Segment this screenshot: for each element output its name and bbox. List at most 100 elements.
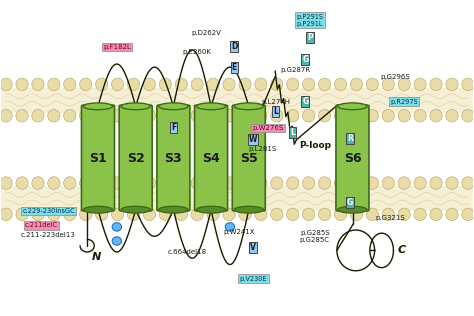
Text: P: P: [307, 33, 313, 42]
Ellipse shape: [16, 177, 28, 189]
FancyBboxPatch shape: [336, 105, 369, 211]
Ellipse shape: [239, 177, 251, 189]
Text: S1: S1: [89, 151, 107, 165]
Text: p.G285S
p.G285C: p.G285S p.G285C: [300, 230, 330, 243]
Ellipse shape: [271, 177, 283, 189]
Ellipse shape: [80, 78, 92, 91]
Ellipse shape: [128, 177, 140, 189]
Ellipse shape: [430, 78, 442, 91]
Ellipse shape: [414, 208, 426, 221]
Ellipse shape: [223, 208, 235, 221]
FancyBboxPatch shape: [82, 105, 115, 211]
Ellipse shape: [0, 177, 12, 189]
Text: p.F182L: p.F182L: [103, 44, 131, 50]
Ellipse shape: [16, 109, 28, 122]
FancyBboxPatch shape: [119, 105, 152, 211]
Ellipse shape: [414, 109, 426, 122]
Ellipse shape: [223, 177, 235, 189]
Ellipse shape: [319, 177, 331, 189]
Ellipse shape: [430, 208, 442, 221]
Ellipse shape: [350, 78, 363, 91]
Text: G: G: [302, 97, 309, 106]
Ellipse shape: [302, 78, 315, 91]
Text: R: R: [347, 134, 353, 143]
Ellipse shape: [207, 109, 219, 122]
FancyBboxPatch shape: [232, 105, 265, 211]
FancyBboxPatch shape: [157, 105, 190, 211]
Ellipse shape: [83, 206, 113, 213]
Ellipse shape: [143, 109, 155, 122]
Ellipse shape: [446, 177, 458, 189]
Ellipse shape: [462, 177, 474, 189]
Ellipse shape: [111, 109, 124, 122]
Ellipse shape: [0, 109, 12, 122]
Ellipse shape: [430, 109, 442, 122]
Ellipse shape: [143, 78, 155, 91]
Ellipse shape: [143, 208, 155, 221]
Ellipse shape: [430, 177, 442, 189]
Text: L: L: [290, 128, 295, 137]
Text: P-loop: P-loop: [299, 141, 331, 150]
Ellipse shape: [83, 103, 113, 110]
Text: E: E: [231, 63, 237, 72]
Ellipse shape: [159, 109, 172, 122]
Ellipse shape: [121, 206, 150, 213]
Ellipse shape: [414, 177, 426, 189]
Ellipse shape: [366, 177, 378, 189]
Ellipse shape: [350, 208, 363, 221]
Text: p.G296S: p.G296S: [380, 74, 410, 80]
Ellipse shape: [239, 78, 251, 91]
Ellipse shape: [334, 78, 346, 91]
Ellipse shape: [80, 208, 92, 221]
Ellipse shape: [366, 109, 378, 122]
Text: D: D: [231, 42, 237, 51]
Text: S5: S5: [240, 151, 258, 165]
Ellipse shape: [302, 109, 315, 122]
Ellipse shape: [112, 223, 121, 231]
Text: p.W276S: p.W276S: [252, 125, 283, 131]
Ellipse shape: [64, 109, 76, 122]
Text: G: G: [302, 55, 309, 64]
Ellipse shape: [175, 109, 187, 122]
Ellipse shape: [398, 177, 410, 189]
Text: p.P291S
p.P291L: p.P291S p.P291L: [297, 14, 324, 27]
Ellipse shape: [128, 109, 140, 122]
Ellipse shape: [159, 206, 188, 213]
Ellipse shape: [111, 208, 124, 221]
Ellipse shape: [398, 208, 410, 221]
Ellipse shape: [255, 177, 267, 189]
Text: p.V230E: p.V230E: [240, 276, 267, 282]
Ellipse shape: [48, 109, 60, 122]
Ellipse shape: [338, 103, 367, 110]
Text: N: N: [92, 252, 101, 262]
Ellipse shape: [175, 177, 187, 189]
FancyBboxPatch shape: [195, 105, 228, 211]
Ellipse shape: [143, 177, 155, 189]
Ellipse shape: [271, 208, 283, 221]
Text: L: L: [273, 107, 278, 116]
Ellipse shape: [302, 208, 315, 221]
Ellipse shape: [159, 103, 188, 110]
Text: S6: S6: [344, 151, 361, 165]
Text: p.W241X: p.W241X: [224, 228, 255, 234]
Text: c.211-223del13: c.211-223del13: [21, 232, 76, 238]
Ellipse shape: [319, 109, 331, 122]
Ellipse shape: [48, 208, 60, 221]
Text: S4: S4: [202, 151, 220, 165]
Ellipse shape: [446, 109, 458, 122]
Ellipse shape: [287, 177, 299, 189]
Ellipse shape: [175, 208, 187, 221]
Ellipse shape: [239, 109, 251, 122]
Ellipse shape: [255, 109, 267, 122]
Text: c.229-230insGC: c.229-230insGC: [22, 208, 75, 214]
Text: S3: S3: [164, 151, 182, 165]
Ellipse shape: [366, 208, 378, 221]
Ellipse shape: [255, 208, 267, 221]
Bar: [1, 88, 473, 112]
Ellipse shape: [207, 208, 219, 221]
Ellipse shape: [64, 177, 76, 189]
Ellipse shape: [207, 177, 219, 189]
Ellipse shape: [462, 208, 474, 221]
Ellipse shape: [159, 177, 172, 189]
Ellipse shape: [382, 78, 394, 91]
